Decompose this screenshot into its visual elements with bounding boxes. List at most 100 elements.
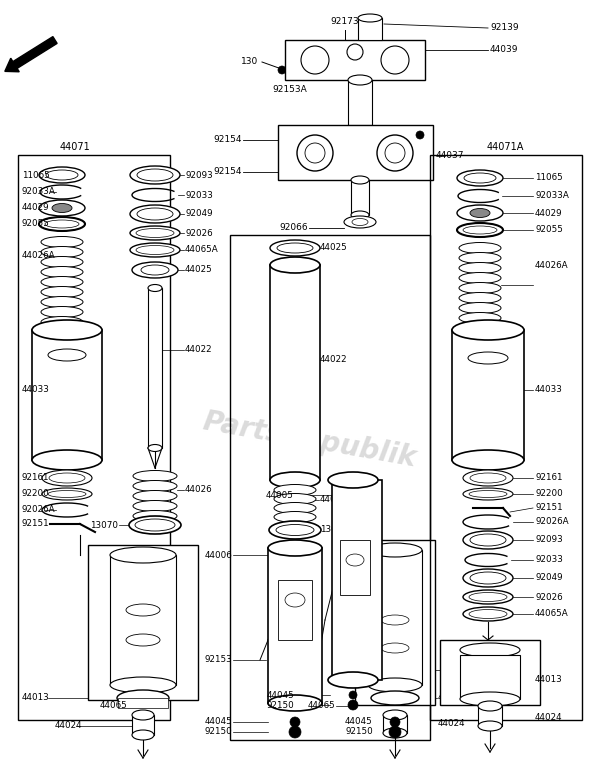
Circle shape [348,700,358,710]
Ellipse shape [351,211,369,219]
Ellipse shape [274,512,316,522]
Bar [278,580,312,640]
Ellipse shape [269,521,321,539]
Ellipse shape [460,692,520,706]
Ellipse shape [358,14,382,22]
Text: 92026: 92026 [535,593,563,601]
Text: 92033A: 92033A [22,188,56,197]
Ellipse shape [39,217,85,231]
Bar [348,80,372,125]
Text: 92151: 92151 [535,504,563,512]
Bar [132,715,154,735]
Text: 44026: 44026 [320,495,347,505]
Text: 92153: 92153 [204,656,232,664]
Text: 44024: 44024 [535,714,563,722]
Ellipse shape [452,320,524,340]
Text: 44029: 44029 [22,204,50,212]
Text: 92033A: 92033A [535,191,569,201]
Ellipse shape [137,208,173,220]
Text: 92049: 92049 [535,574,563,583]
Ellipse shape [126,634,160,646]
Ellipse shape [459,332,501,343]
Ellipse shape [457,205,503,221]
Ellipse shape [133,480,177,491]
Ellipse shape [39,167,85,183]
Ellipse shape [270,240,320,256]
Ellipse shape [133,501,177,512]
Bar [32,330,102,460]
Ellipse shape [459,263,501,274]
Bar [18,155,170,720]
Text: 44013: 44013 [438,694,466,702]
Text: 92161: 92161 [22,474,49,483]
Ellipse shape [268,695,322,711]
Ellipse shape [383,710,407,720]
Bar [340,540,370,595]
Text: PartsRepublik: PartsRepublik [201,408,419,473]
Ellipse shape [452,450,524,470]
Text: 92093: 92093 [185,170,213,180]
Ellipse shape [41,306,83,318]
Bar [285,40,425,80]
Ellipse shape [383,728,407,738]
Ellipse shape [328,472,378,488]
Ellipse shape [46,170,78,180]
Ellipse shape [274,502,316,514]
Bar [351,180,369,215]
Circle shape [290,717,300,727]
Ellipse shape [141,265,169,275]
Circle shape [347,44,363,60]
Bar [268,548,322,703]
Text: 44037: 44037 [436,150,464,160]
Ellipse shape [49,473,85,483]
Text: 44065A: 44065A [535,609,569,618]
Ellipse shape [459,312,501,323]
Ellipse shape [135,519,175,531]
Ellipse shape [130,205,180,223]
Ellipse shape [41,236,83,247]
Text: 13070: 13070 [90,521,118,529]
Ellipse shape [463,590,513,604]
Bar [110,555,176,685]
Ellipse shape [468,352,508,364]
Bar [478,706,502,726]
Text: 92066: 92066 [280,223,308,232]
Text: 92153A: 92153A [272,85,307,95]
Text: 92033: 92033 [185,191,213,199]
Text: 44006: 44006 [204,550,232,560]
Text: 44026A: 44026A [535,260,569,270]
Ellipse shape [148,284,162,291]
Text: 92150: 92150 [266,701,294,709]
Ellipse shape [351,176,369,184]
Text: 44029: 44029 [535,208,563,218]
Circle shape [377,135,413,171]
Circle shape [390,717,400,727]
Text: 44045: 44045 [204,718,232,726]
Ellipse shape [368,543,422,557]
Bar [358,18,382,40]
Ellipse shape [457,170,503,186]
Text: 44045: 44045 [345,718,373,726]
Text: 44025: 44025 [320,243,348,253]
Text: 92161: 92161 [535,474,563,483]
Text: 44026: 44026 [185,485,212,494]
Text: 44005: 44005 [266,491,294,500]
Text: 44013: 44013 [535,676,563,684]
Text: 44024: 44024 [55,722,83,731]
Ellipse shape [110,677,176,693]
Bar [368,550,422,685]
Ellipse shape [328,672,378,688]
Ellipse shape [344,216,376,228]
Bar [148,288,162,448]
Ellipse shape [274,494,316,505]
Ellipse shape [274,484,316,495]
Circle shape [381,46,409,74]
Ellipse shape [470,572,506,584]
Ellipse shape [130,166,180,184]
Text: 13070: 13070 [320,525,348,535]
Text: 44022: 44022 [185,346,212,354]
Text: 44026A: 44026A [22,250,56,260]
Ellipse shape [470,534,506,546]
Circle shape [289,726,301,738]
Ellipse shape [463,531,513,549]
